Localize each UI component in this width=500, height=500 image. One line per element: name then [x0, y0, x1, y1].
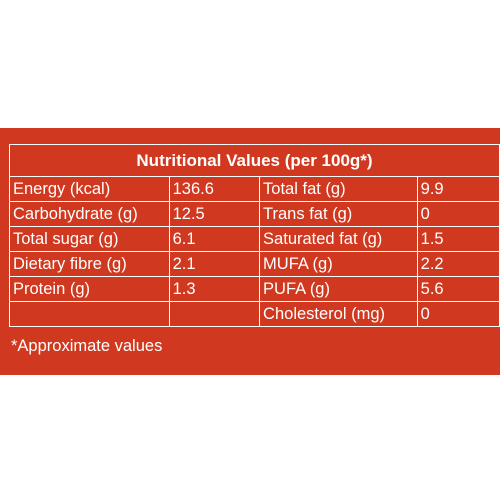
table-row: Dietary fibre (g) 2.1 MUFA (g) 2.2 [9, 251, 500, 277]
nutrient-value: 1.3 [168, 276, 261, 302]
nutrient-value: 0 [416, 301, 500, 327]
nutrition-table: Nutritional Values (per 100g*) Energy (k… [9, 144, 500, 327]
table-row: Carbohydrate (g) 12.5 Trans fat (g) 0 [9, 201, 500, 227]
table-row: Protein (g) 1.3 PUFA (g) 5.6 [9, 276, 500, 302]
nutrient-value: 9.9 [416, 176, 500, 202]
footnote: *Approximate values [11, 337, 163, 355]
nutrient-label: Carbohydrate (g) [9, 201, 170, 227]
nutrient-label: MUFA (g) [259, 251, 418, 277]
nutrient-value: 0 [416, 201, 500, 227]
nutrient-value: 1.5 [416, 226, 500, 252]
nutrient-value [168, 301, 261, 327]
table-row: Total sugar (g) 6.1 Saturated fat (g) 1.5 [9, 226, 500, 252]
nutrient-value: 136.6 [168, 176, 261, 202]
nutrient-label: Cholesterol (mg) [259, 301, 418, 327]
table-title: Nutritional Values (per 100g*) [9, 144, 500, 177]
nutrient-value: 2.2 [416, 251, 500, 277]
nutrient-label: PUFA (g) [259, 276, 418, 302]
nutrient-label: Dietary fibre (g) [9, 251, 170, 277]
nutrient-value: 5.6 [416, 276, 500, 302]
nutrient-value: 12.5 [168, 201, 261, 227]
table-row: Cholesterol (mg) 0 [9, 301, 500, 327]
nutrient-value: 2.1 [168, 251, 261, 277]
nutrient-label: Total fat (g) [259, 176, 418, 202]
nutrient-label: Energy (kcal) [9, 176, 170, 202]
nutrient-label: Protein (g) [9, 276, 170, 302]
nutrient-label: Saturated fat (g) [259, 226, 418, 252]
nutrient-label: Total sugar (g) [9, 226, 170, 252]
nutrient-value: 6.1 [168, 226, 261, 252]
nutrient-label [9, 301, 170, 327]
nutrient-label: Trans fat (g) [259, 201, 418, 227]
table-row: Energy (kcal) 136.6 Total fat (g) 9.9 [9, 176, 500, 202]
